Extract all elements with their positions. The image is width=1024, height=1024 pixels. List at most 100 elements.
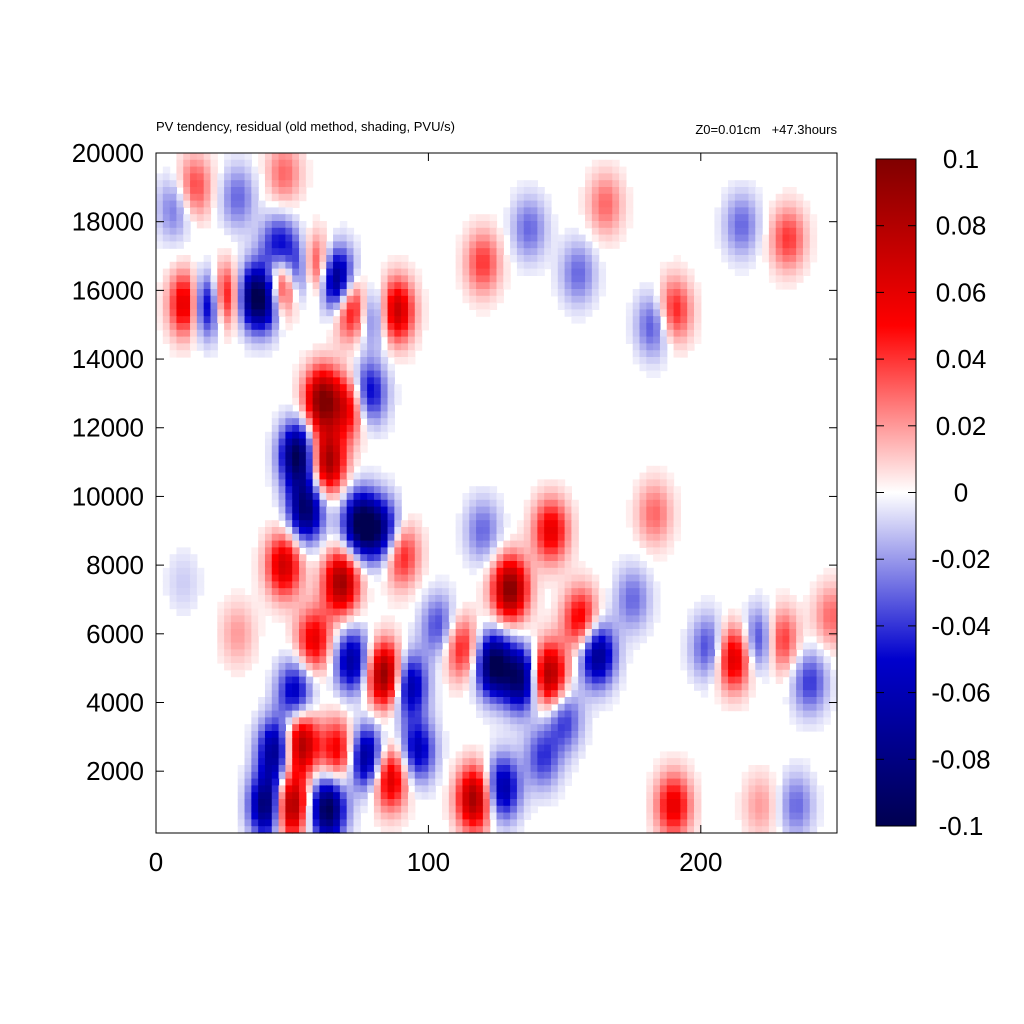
heatmap-cell <box>550 595 559 603</box>
heatmap-cell <box>612 187 620 195</box>
heatmap-cell <box>673 336 681 344</box>
heatmap-cell <box>414 710 423 718</box>
heatmap-cell <box>782 826 790 834</box>
heatmap-cell <box>258 717 266 725</box>
heatmap-cell <box>830 635 838 644</box>
heatmap-cell <box>523 248 532 256</box>
heatmap-cell <box>264 758 273 766</box>
heatmap-cell <box>646 309 654 317</box>
heatmap-cell <box>653 316 661 324</box>
heatmap-cell <box>435 744 443 752</box>
heatmap-cell <box>380 799 389 807</box>
heatmap-cell <box>285 608 293 616</box>
heatmap-cell <box>387 758 395 766</box>
heatmap-cell <box>319 615 327 623</box>
heatmap-cell <box>537 499 545 508</box>
heatmap-cell <box>489 737 498 746</box>
heatmap-cell <box>619 635 627 644</box>
heatmap-cell <box>734 669 743 678</box>
heatmap-cell <box>516 826 525 834</box>
heatmap-cell <box>251 316 259 324</box>
heatmap-cell <box>407 792 416 800</box>
heatmap-cell <box>401 343 409 351</box>
heatmap-cell <box>333 595 341 603</box>
heatmap-cell <box>258 771 266 780</box>
heatmap-cell <box>557 540 566 548</box>
heatmap-cell <box>448 581 457 589</box>
heatmap-cell <box>455 268 464 276</box>
heatmap-cell <box>353 771 361 780</box>
heatmap-cell <box>530 697 538 705</box>
heatmap-cell <box>816 717 824 725</box>
heatmap-cell <box>632 642 641 650</box>
heatmap-cell <box>557 234 566 242</box>
heatmap-cell <box>367 669 375 678</box>
heatmap-cell <box>612 683 620 691</box>
heatmap-cell <box>190 153 198 161</box>
heatmap-cell <box>278 601 286 610</box>
heatmap-cell <box>278 703 286 712</box>
heatmap-cell <box>557 554 566 562</box>
heatmap-cell <box>775 255 784 263</box>
heatmap-cell <box>476 629 484 637</box>
heatmap-cell <box>639 309 647 317</box>
heatmap-cell <box>251 826 259 834</box>
heatmap-cell <box>571 615 579 623</box>
heatmap-cell <box>768 669 777 678</box>
heatmap-cell <box>585 207 593 215</box>
heatmap-cell <box>789 595 797 603</box>
heatmap-cell <box>251 268 259 276</box>
heatmap-cell <box>183 343 191 351</box>
heatmap-cell <box>680 275 688 283</box>
heatmap-cell <box>319 397 327 406</box>
heatmap-cell <box>292 622 300 630</box>
heatmap-cell <box>550 499 559 508</box>
heatmap-cell <box>421 717 429 725</box>
heatmap-cell <box>516 268 525 276</box>
heatmap-cell <box>496 737 504 746</box>
heatmap-cell <box>264 153 273 161</box>
heatmap-cell <box>333 370 341 378</box>
heatmap-cell <box>605 601 613 610</box>
heatmap-cell <box>380 771 389 780</box>
heatmap-cell <box>230 289 239 297</box>
heatmap-cell <box>312 771 321 780</box>
heatmap-cell <box>489 493 498 501</box>
heatmap-cell <box>564 527 573 535</box>
heatmap-cell <box>639 581 647 589</box>
heatmap-cell <box>707 635 716 644</box>
heatmap-cell <box>537 629 545 637</box>
heatmap-cell <box>523 180 532 188</box>
heatmap-cell <box>476 710 484 718</box>
heatmap-cell <box>387 336 395 344</box>
heatmap-cell <box>333 431 341 440</box>
heatmap-cell <box>510 744 518 752</box>
heatmap-cell <box>394 635 402 644</box>
heatmap-cell <box>264 751 273 759</box>
heatmap-cell <box>428 649 436 657</box>
heatmap-cell <box>591 207 600 215</box>
heatmap-cell <box>367 404 375 412</box>
heatmap-cell <box>333 765 341 773</box>
heatmap-cell <box>258 608 266 616</box>
heatmap-cell <box>176 567 184 576</box>
heatmap-cell <box>258 805 266 814</box>
heatmap-cell <box>353 513 361 521</box>
heatmap-cell <box>353 642 361 650</box>
heatmap-cell <box>346 812 355 820</box>
heatmap-cell <box>503 255 511 263</box>
heatmap-cell <box>557 765 566 773</box>
heatmap-cell <box>469 540 477 548</box>
heatmap-cell <box>305 703 314 712</box>
heatmap-cell <box>544 234 552 242</box>
heatmap-cell <box>339 397 348 406</box>
heatmap-cell <box>741 683 750 691</box>
heatmap-cell <box>401 261 409 270</box>
heatmap-cell <box>768 805 777 814</box>
heatmap-cell <box>224 180 232 188</box>
heatmap-cell <box>571 703 579 712</box>
heatmap-cell <box>755 826 763 834</box>
heatmap-cell <box>285 452 293 460</box>
heatmap-cell <box>319 622 327 630</box>
heatmap-cell <box>728 669 736 678</box>
